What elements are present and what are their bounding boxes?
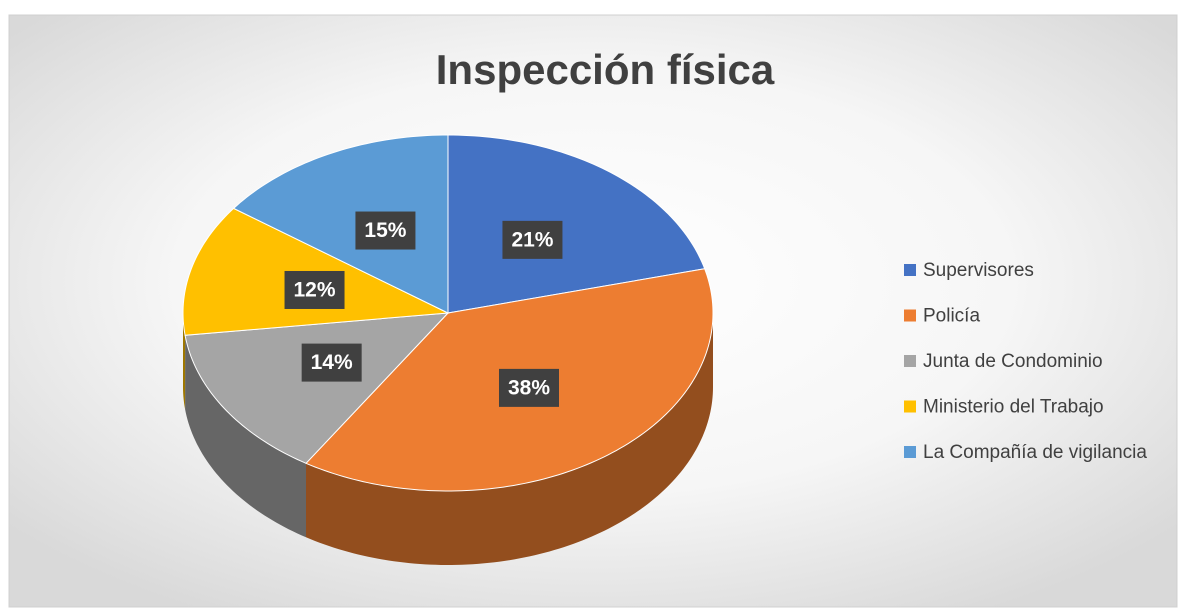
legend-label: Supervisores <box>923 260 1034 281</box>
pie-slice-side <box>185 335 307 538</box>
data-label: 14% <box>311 351 353 374</box>
legend-swatch <box>904 400 916 413</box>
data-label: 38% <box>508 376 550 399</box>
data-label-box <box>355 211 416 250</box>
pie-slice <box>447 134 706 314</box>
chart-title: Inspección física <box>436 46 775 93</box>
pie-slice-side <box>306 313 713 565</box>
legend-label: Ministerio del Trabajo <box>923 397 1104 418</box>
data-label: 12% <box>294 279 336 302</box>
legend-swatch <box>904 446 916 458</box>
data-label-box <box>284 270 345 309</box>
legend-swatch <box>904 355 916 367</box>
data-label-box <box>301 343 362 382</box>
pie-slice-side <box>183 313 186 410</box>
data-label: 21% <box>511 228 553 251</box>
data-label-box <box>498 368 559 407</box>
data-label: 15% <box>364 219 406 242</box>
legend-label: Junta de Condominio <box>923 351 1103 372</box>
data-label-box <box>502 220 563 259</box>
legend-swatch <box>904 264 916 276</box>
legend-label: Policía <box>923 306 980 327</box>
legend-swatch <box>904 309 916 322</box>
pie-slice <box>184 312 450 464</box>
pie-slice <box>232 134 449 314</box>
legend-label: La Compañía de vigilancia <box>923 442 1147 463</box>
